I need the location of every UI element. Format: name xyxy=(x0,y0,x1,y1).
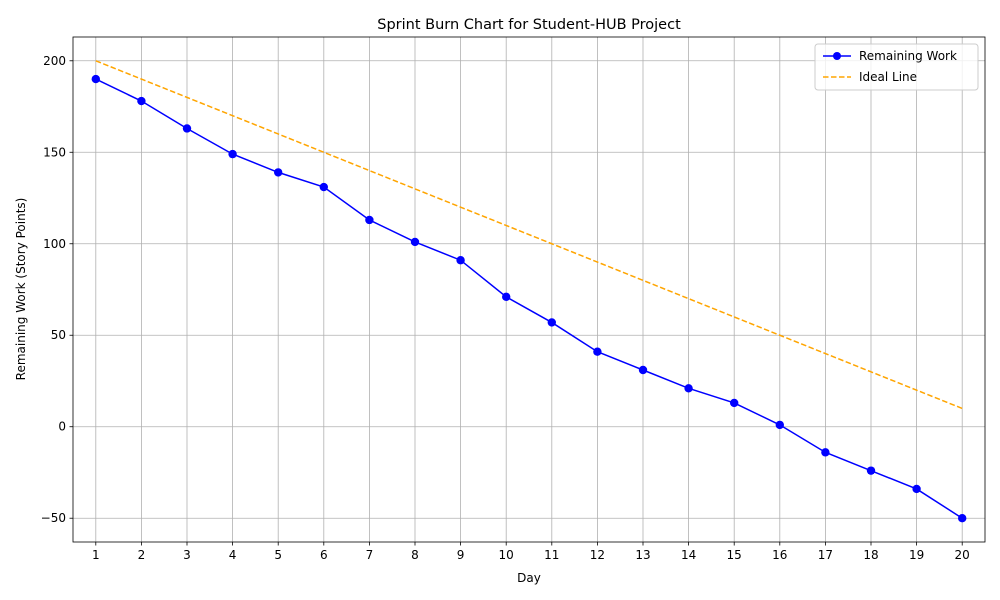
x-tick-label: 18 xyxy=(863,548,878,562)
x-tick-label: 15 xyxy=(727,548,742,562)
x-tick-label: 3 xyxy=(183,548,191,562)
y-tick-label: 50 xyxy=(51,328,66,342)
remaining-work-series xyxy=(91,74,967,523)
remaining-work-point xyxy=(638,365,648,375)
legend-remaining-label: Remaining Work xyxy=(859,49,957,63)
x-tick-label: 14 xyxy=(681,548,696,562)
legend-remaining-marker xyxy=(833,52,841,60)
remaining-work-point xyxy=(137,96,146,106)
chart-title: Sprint Burn Chart for Student-HUB Projec… xyxy=(377,17,681,33)
x-tick-label: 12 xyxy=(590,548,605,562)
y-tick-label: −50 xyxy=(41,511,66,525)
x-tick-label: 16 xyxy=(772,548,787,562)
y-tick-label: 150 xyxy=(43,145,66,159)
remaining-work-point xyxy=(502,292,511,302)
y-axis-label: Remaining Work (Story Points) xyxy=(14,198,28,381)
remaining-work-point xyxy=(593,347,602,356)
remaining-work-point xyxy=(775,420,784,430)
remaining-work-point xyxy=(456,256,465,265)
x-tick-label: 19 xyxy=(909,548,924,562)
remaining-work-point xyxy=(958,514,967,523)
x-tick-label: 9 xyxy=(457,548,465,562)
x-tick-label: 20 xyxy=(955,548,970,562)
legend-box xyxy=(814,43,979,91)
x-tick-label: 8 xyxy=(411,548,419,562)
remaining-work-point xyxy=(274,168,283,177)
remaining-work-point xyxy=(182,124,192,133)
remaining-work-point xyxy=(410,237,420,247)
x-tick-label: 10 xyxy=(499,548,514,562)
ideal-line xyxy=(95,60,963,410)
y-tick-label: 200 xyxy=(43,54,66,68)
ideal-line-series xyxy=(95,60,963,410)
remaining-work-point xyxy=(821,448,830,457)
y-axis-ticks: −50 0 50 100 150 200 xyxy=(41,54,73,525)
x-tick-label: 5 xyxy=(274,548,282,562)
x-tick-label: 17 xyxy=(818,548,833,562)
remaining-work-point xyxy=(365,215,374,225)
remaining-work-point xyxy=(730,398,739,408)
legend-ideal-label: Ideal Line xyxy=(859,70,917,84)
x-tick-label: 4 xyxy=(229,548,237,562)
x-tick-label: 1 xyxy=(92,548,100,562)
y-tick-label: 100 xyxy=(43,237,66,251)
y-tick-label: 0 xyxy=(58,420,66,434)
remaining-work-line xyxy=(95,78,963,519)
x-tick-label: 7 xyxy=(366,548,374,562)
legend: Remaining Work Ideal Line xyxy=(814,43,979,91)
remaining-work-point xyxy=(91,74,101,84)
remaining-work-point xyxy=(228,149,237,159)
x-tick-label: 13 xyxy=(635,548,650,562)
remaining-work-point xyxy=(684,384,693,393)
x-tick-label: 11 xyxy=(544,548,559,562)
x-axis-label: Day xyxy=(517,571,541,585)
x-axis-ticks: 1 2 3 4 5 6 7 8 9 10 11 12 13 14 15 16 17 18 19 20 xyxy=(92,542,970,562)
x-tick-label: 6 xyxy=(320,548,328,562)
remaining-work-point xyxy=(866,466,876,475)
remaining-work-point xyxy=(319,182,328,192)
plot-area-frame xyxy=(72,36,986,543)
remaining-work-point xyxy=(912,484,921,494)
remaining-work-point xyxy=(547,318,556,327)
x-tick-label: 2 xyxy=(138,548,146,562)
